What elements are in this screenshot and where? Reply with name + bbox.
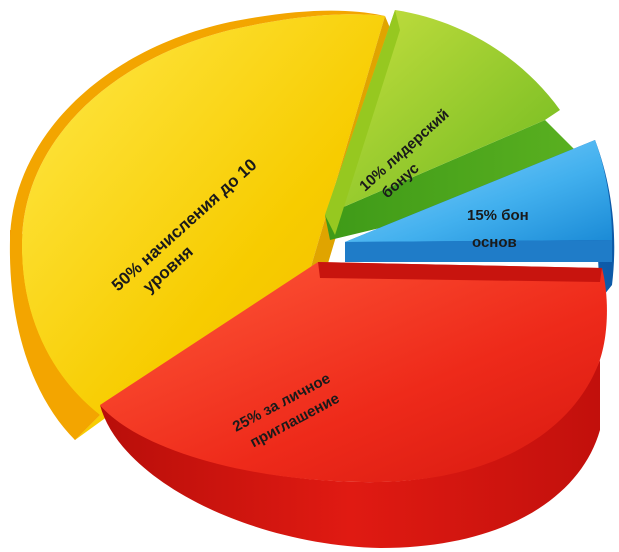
slice-15-blue (345, 140, 615, 300)
slice-15-label-line1: 15% бон (467, 207, 529, 224)
slice-10-side (325, 120, 580, 240)
slice-10-green (325, 10, 580, 240)
slice-15-label: 15% бон основ (467, 207, 529, 251)
slice-15-top (345, 140, 612, 242)
slice-25-red (100, 262, 607, 548)
slice-50-top (21, 14, 386, 440)
slice-15-label-line2: основ (472, 234, 517, 251)
slice-25-side (100, 360, 600, 548)
slice-25-top (100, 262, 607, 483)
